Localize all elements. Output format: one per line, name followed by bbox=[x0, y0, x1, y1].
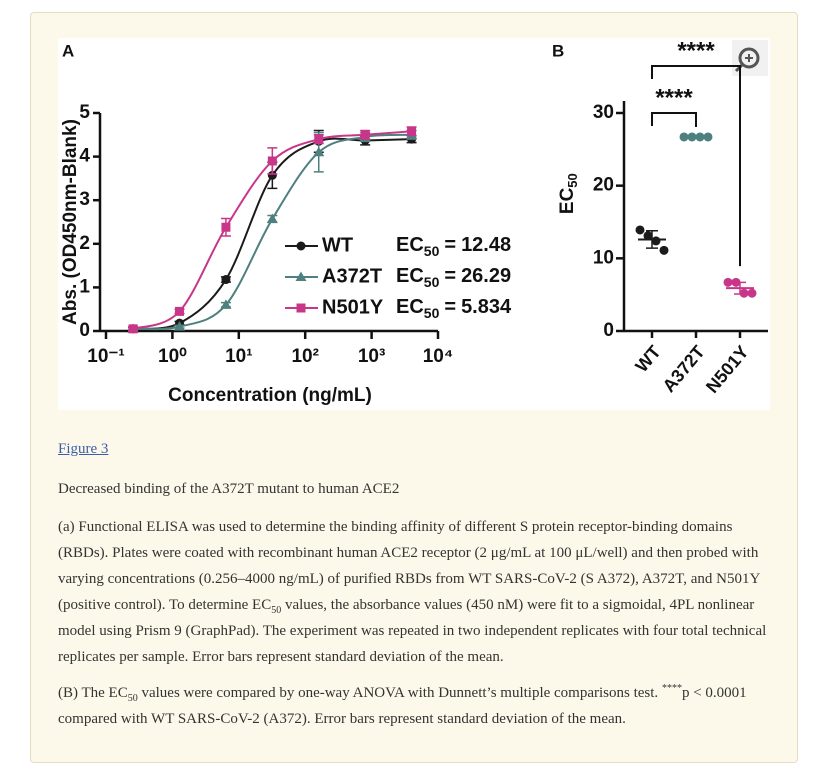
legend-label: A372T bbox=[322, 265, 382, 287]
text: (a) Functional ELISA was used to determi… bbox=[58, 519, 760, 613]
ec50-equals: = bbox=[444, 296, 456, 318]
marker bbox=[407, 126, 417, 136]
point bbox=[739, 288, 749, 298]
legend-label: WT bbox=[322, 234, 353, 256]
significance-bracket bbox=[651, 112, 697, 127]
x-axis-title: Concentration (ng/mL) bbox=[168, 385, 372, 406]
ec50-label: EC50 = 12.48 bbox=[396, 234, 511, 258]
ec50-text: EC bbox=[396, 296, 424, 318]
y-title-subscript: 50 bbox=[565, 173, 580, 187]
point bbox=[635, 225, 645, 235]
ec50-subscript: 50 bbox=[424, 305, 440, 321]
ec50-equals: = bbox=[444, 234, 456, 256]
marker bbox=[314, 134, 324, 144]
marker bbox=[128, 324, 138, 334]
marker bbox=[174, 321, 186, 331]
ec50-equals: = bbox=[444, 265, 456, 287]
marker bbox=[267, 170, 277, 180]
text: values were compared by one-way ANOVA wi… bbox=[137, 685, 662, 701]
y-tick-label: 0 bbox=[603, 320, 614, 341]
caption-paragraph: (B) The EC50 values were compared by one… bbox=[58, 680, 774, 732]
legend-marker bbox=[296, 303, 306, 313]
point bbox=[723, 277, 733, 287]
figure-panel bbox=[58, 38, 770, 410]
point bbox=[747, 288, 757, 298]
y-tick-label: 2 bbox=[79, 233, 90, 254]
point bbox=[651, 236, 661, 246]
ec50-subscript: 50 bbox=[424, 243, 440, 259]
marker bbox=[360, 130, 370, 140]
marker bbox=[267, 156, 277, 166]
point bbox=[703, 132, 713, 142]
legend-marker bbox=[295, 271, 307, 281]
x-tick-label: 10⁴ bbox=[423, 346, 454, 367]
x-tick-label: 10¹ bbox=[225, 346, 252, 367]
ec50-value: 26.29 bbox=[461, 265, 511, 287]
y-tick-label: 1 bbox=[79, 276, 90, 297]
x-tick-label: 10⁻¹ bbox=[87, 346, 125, 367]
marker bbox=[221, 222, 231, 232]
figure-link[interactable]: Figure 3 bbox=[58, 441, 109, 457]
subscript: 50 bbox=[127, 693, 138, 704]
x-tick-label: 10² bbox=[291, 346, 318, 367]
point bbox=[687, 132, 697, 142]
y-title-text: EC bbox=[557, 187, 578, 214]
ec50-subscript: 50 bbox=[424, 274, 440, 290]
superscript: **** bbox=[661, 683, 682, 694]
legend-marker bbox=[296, 241, 306, 251]
x-tick-label: 10³ bbox=[358, 346, 385, 367]
ec50-label: EC50 = 5.834 bbox=[396, 296, 512, 320]
panel-label: B bbox=[552, 41, 564, 60]
y-axis-title: Abs. (OD450nm-Blank) bbox=[60, 119, 81, 325]
marker bbox=[220, 299, 232, 309]
point bbox=[659, 245, 669, 255]
figure: A B 0 1 2 3 4 5 10⁻¹ 10⁰ 10¹ 10² 10³ 10⁴ Concentrati… bbox=[58, 37, 770, 410]
y-axis-title: EC50 bbox=[557, 173, 580, 214]
marker bbox=[175, 306, 185, 316]
marker bbox=[221, 275, 231, 285]
y-tick-label: 20 bbox=[593, 175, 614, 196]
figure-link-line: Figure 3 bbox=[58, 436, 774, 462]
ec50-value: 5.834 bbox=[461, 296, 512, 318]
legend-label: N501Y bbox=[322, 296, 384, 318]
ec50-label: EC50 = 26.29 bbox=[396, 265, 511, 289]
caption: Figure 3 Decreased binding of the A372T … bbox=[58, 436, 774, 742]
ec50-value: 12.48 bbox=[461, 234, 511, 256]
point bbox=[695, 132, 705, 142]
caption-paragraph: (a) Functional ELISA was used to determi… bbox=[58, 514, 774, 670]
marker bbox=[313, 146, 325, 157]
x-tick-label: 10⁰ bbox=[158, 346, 187, 367]
point bbox=[643, 231, 653, 241]
text: (B) The EC bbox=[58, 685, 128, 701]
significance-label: **** bbox=[655, 84, 693, 111]
significance-label: **** bbox=[677, 37, 715, 64]
zoom-icon bbox=[732, 40, 768, 76]
point bbox=[679, 132, 689, 142]
point bbox=[731, 277, 741, 287]
y-tick-label: 5 bbox=[79, 102, 90, 123]
text: values, the absorbance values (450 nM) w… bbox=[58, 597, 767, 665]
y-tick-label: 4 bbox=[79, 146, 90, 167]
y-tick-label: 10 bbox=[593, 247, 614, 268]
y-tick-label: 30 bbox=[593, 102, 614, 123]
panel-label: A bbox=[62, 41, 74, 60]
subscript: 50 bbox=[271, 605, 282, 616]
ec50-text: EC bbox=[396, 265, 424, 287]
y-tick-label: 3 bbox=[79, 189, 90, 210]
significance-bracket bbox=[651, 65, 741, 267]
ec50-text: EC bbox=[396, 234, 424, 256]
y-tick-label: 0 bbox=[79, 320, 90, 341]
marker bbox=[266, 213, 278, 223]
caption-title: Decreased binding of the A372T mutant to… bbox=[58, 481, 400, 497]
text: p < 0.0001 compared with WT SARS-CoV-2 (… bbox=[58, 685, 747, 727]
